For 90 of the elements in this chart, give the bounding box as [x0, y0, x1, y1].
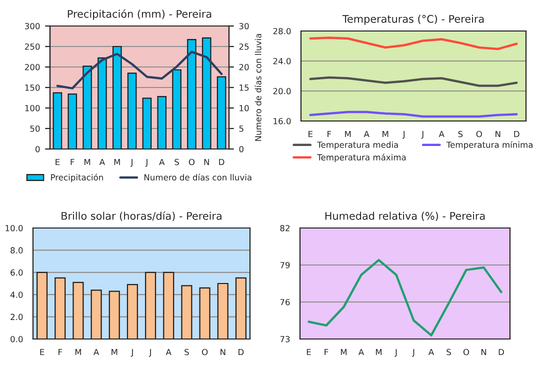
line-series [56, 50, 223, 90]
chart-title: Brillo solar (horas/día) - Pereira [62, 211, 222, 222]
legend-label: Numero de días con lluvia [144, 174, 252, 181]
x-tick-label: S [458, 130, 463, 138]
y-tick-label: 8.0 [10, 247, 23, 254]
y-tick-label: 300 [25, 22, 40, 30]
y2-tick-label: 15 [240, 84, 249, 91]
x-tick-label: D [514, 130, 520, 138]
y-tick-label: 2.0 [10, 314, 23, 320]
y2-axis-title: Numero de días con lluvia [254, 34, 262, 141]
legend-label: Temperatura media [317, 141, 398, 150]
y-tick-label: 250 [24, 43, 40, 50]
x-tick-label: M [382, 130, 388, 138]
y-tick-label: 82 [280, 224, 290, 232]
y2-tick-label: 20 [239, 64, 249, 70]
x-tick-label: A [428, 348, 434, 356]
x-tick-label: A [94, 348, 100, 356]
y-tick-label: 73 [280, 336, 290, 342]
x-tick-label: F [324, 348, 328, 356]
x-tick-label: F [328, 130, 332, 138]
x-tick-label: A [99, 158, 105, 166]
x-tick-label: M [112, 348, 118, 356]
line-series [309, 76, 518, 87]
x-tick-label: F [58, 348, 62, 356]
x-tick-label: J [394, 348, 397, 357]
x-tick-label: M [114, 158, 120, 166]
y-tick-label: 0.0 [10, 336, 23, 342]
y-tick-label: 150 [25, 84, 40, 91]
y-tick-label: 6.0 [10, 269, 23, 276]
y-tick-label: 4.0 [10, 292, 23, 298]
line-series [309, 36, 518, 50]
y-tick-label: 20.0 [273, 88, 291, 94]
legend-label: Temperatura mínima [446, 141, 532, 150]
x-tick-label: E [306, 348, 311, 356]
y2-tick-label: 25 [239, 43, 249, 50]
y-tick-label: 0 [36, 146, 40, 152]
x-tick-label: D [498, 348, 504, 356]
chart-title: Precipitación (mm) - Pereira [68, 9, 212, 20]
x-tick-label: A [364, 130, 370, 138]
x-tick-label: M [345, 130, 351, 138]
x-tick-label: J [412, 348, 414, 357]
x-tick-label: D [219, 158, 224, 166]
y-tick-label: 79 [280, 262, 290, 268]
x-tick-label: J [145, 158, 148, 167]
legend-label: Precipitación [51, 174, 103, 182]
x-tick-label: A [358, 348, 364, 356]
x-tick-label: O [463, 348, 470, 356]
y-tick-label: 10.0 [6, 224, 23, 232]
x-tick-label: D [238, 348, 244, 356]
x-tick-label: O [202, 348, 208, 356]
x-tick-label: O [188, 158, 195, 166]
x-tick-label: J [421, 130, 424, 139]
line-series [308, 258, 502, 336]
x-tick-label: J [130, 348, 133, 357]
chart-title: Humedad relativa (%) - Pereira [325, 212, 485, 222]
x-tick-label: A [159, 158, 165, 166]
y2-tick-label: 10 [240, 104, 249, 112]
x-tick-label: S [174, 158, 179, 166]
y-tick-label: 100 [25, 104, 40, 112]
y-tick-label: 200 [24, 64, 40, 70]
x-tick-label: S [446, 348, 451, 356]
x-tick-label: E [308, 130, 312, 138]
x-tick-label: O [476, 130, 482, 138]
x-tick-label: N [496, 130, 500, 138]
x-tick-label: J [148, 348, 151, 357]
x-tick-label: S [184, 348, 189, 356]
y-tick-label: 50 [30, 125, 40, 132]
x-tick-label: N [204, 158, 209, 166]
x-tick-label: N [220, 348, 226, 356]
legend-label: Temperatura máxima [317, 154, 406, 162]
x-tick-label: M [376, 348, 382, 356]
x-tick-label: A [166, 348, 172, 356]
x-tick-label: A [438, 130, 444, 138]
y-tick-label: 28.0 [273, 28, 291, 34]
x-tick-label: N [481, 348, 486, 356]
chart-title: Temperaturas (°C) - Pereira [342, 14, 484, 25]
y-tick-label: 24.0 [273, 58, 291, 64]
x-tick-label: M [84, 158, 90, 166]
y2-tick-label: 5 [239, 126, 244, 132]
y-tick-label: 16.0 [274, 118, 291, 124]
x-tick-label: F [70, 158, 74, 166]
x-tick-label: J [130, 158, 132, 167]
y-tick-label: 76 [280, 298, 290, 306]
y2-tick-label: 30 [239, 22, 249, 30]
y2-tick-label: 0 [239, 146, 244, 152]
x-tick-label: M [75, 348, 81, 356]
x-tick-label: E [40, 348, 44, 356]
x-tick-label: E [56, 158, 60, 166]
x-tick-label: M [340, 348, 347, 356]
x-tick-label: J [402, 130, 405, 139]
